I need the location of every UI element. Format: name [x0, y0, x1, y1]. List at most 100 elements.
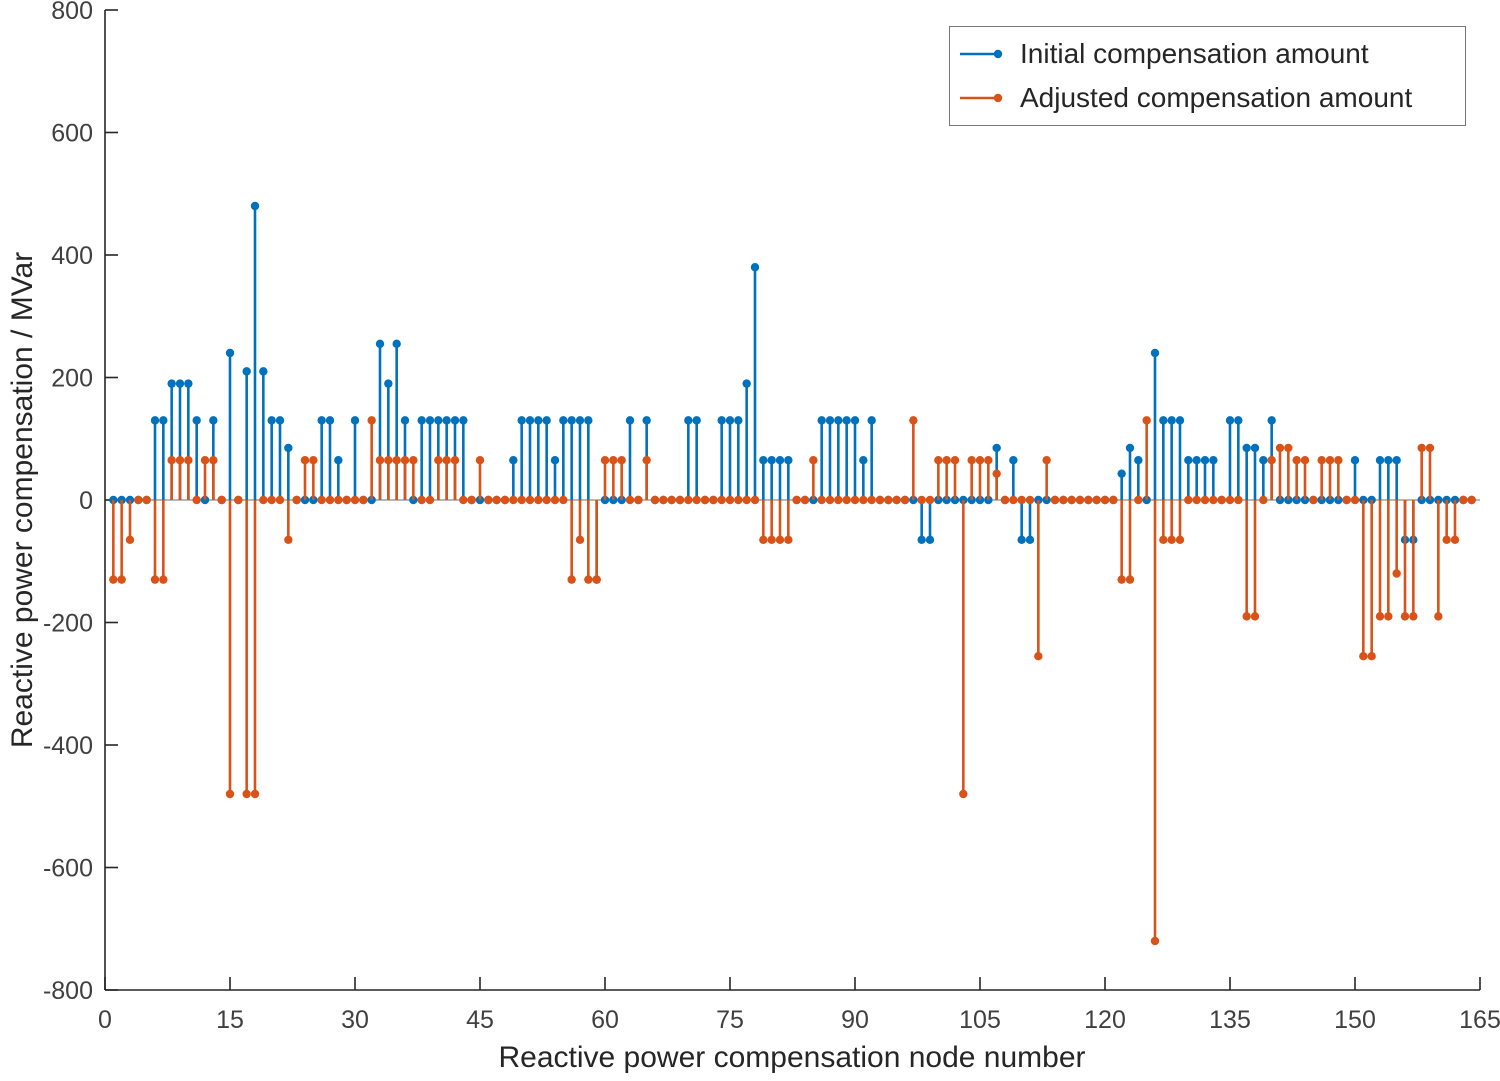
stem-marker — [309, 455, 318, 465]
stem-marker — [1175, 535, 1185, 545]
stem-marker — [742, 495, 751, 505]
stem-marker — [775, 535, 785, 545]
stem-marker — [192, 416, 201, 425]
stem-marker — [1442, 535, 1451, 545]
stem-marker — [267, 416, 276, 425]
stem-marker — [859, 455, 868, 465]
stem-marker — [1034, 651, 1043, 661]
x-tick-label: 105 — [959, 1006, 1001, 1034]
stem-marker — [1242, 443, 1251, 453]
stem-marker — [642, 416, 651, 425]
stem-marker — [867, 416, 876, 425]
stem-marker — [992, 443, 1001, 453]
stem-marker — [1184, 495, 1193, 505]
stem-marker — [759, 455, 768, 465]
stem-marker — [517, 416, 526, 425]
y-tick-label: -400 — [43, 732, 93, 760]
stem-marker — [1409, 612, 1418, 621]
y-tick-label: -800 — [43, 977, 93, 1005]
stem-marker — [909, 416, 918, 425]
x-tick-label: 30 — [341, 1006, 369, 1034]
stem-marker — [292, 495, 301, 505]
stem-marker — [434, 416, 443, 425]
stem-marker — [542, 416, 551, 425]
stem-marker — [1209, 495, 1218, 505]
stem-marker — [442, 416, 451, 425]
stem-marker — [1325, 455, 1335, 465]
stem-marker — [625, 416, 635, 425]
stem-marker — [1150, 348, 1160, 358]
stem-marker — [492, 495, 501, 505]
stem-marker — [1167, 416, 1176, 425]
stem-marker — [600, 455, 610, 465]
stem-marker — [450, 416, 460, 425]
stem-marker — [609, 455, 618, 465]
stem-marker — [1025, 535, 1035, 545]
stem-marker — [1192, 495, 1201, 505]
stem-marker — [267, 495, 276, 505]
stem-marker — [1234, 495, 1243, 505]
stem-marker — [625, 495, 635, 505]
stem-marker — [1392, 569, 1401, 578]
stem-marker — [1000, 495, 1010, 505]
legend-swatch-initial-icon — [960, 49, 1003, 59]
stem-marker — [1350, 455, 1360, 465]
stem-marker — [575, 416, 585, 425]
stem-marker — [1067, 495, 1076, 505]
stem-marker — [359, 495, 368, 505]
stem-marker — [525, 495, 535, 505]
stem-marker — [417, 495, 426, 505]
stem-marker — [584, 416, 593, 425]
stem-marker — [742, 379, 751, 388]
stem-marker — [184, 379, 193, 388]
y-tick-label: 0 — [79, 487, 93, 515]
stem-marker — [559, 495, 568, 505]
stem-marker — [1317, 455, 1326, 465]
y-tick-label: -200 — [43, 610, 93, 638]
stem-marker — [284, 535, 293, 545]
stem-marker — [1009, 495, 1018, 505]
stem-marker — [225, 789, 235, 799]
stem-marker — [134, 495, 143, 505]
stem-marker — [592, 575, 601, 584]
stem-marker — [717, 495, 726, 505]
stem-marker — [1384, 612, 1393, 621]
stem-marker — [550, 455, 560, 465]
stem-marker — [634, 495, 643, 505]
stem-marker — [959, 789, 968, 799]
stem-marker — [1250, 612, 1260, 621]
stem-marker — [967, 455, 976, 465]
stem-marker — [325, 416, 335, 425]
stem-marker — [509, 495, 518, 505]
stem-marker — [759, 535, 768, 545]
stem-marker — [575, 535, 585, 545]
stem-marker — [400, 455, 410, 465]
stem-marker — [1125, 575, 1135, 584]
stem-marker — [1200, 495, 1210, 505]
stem-marker — [667, 495, 676, 505]
stem-marker — [925, 535, 935, 545]
stem-marker — [1134, 495, 1143, 505]
stem-marker — [175, 379, 185, 388]
stem-marker — [1117, 575, 1126, 584]
stem-marker — [1450, 535, 1460, 545]
stem-marker — [1284, 443, 1293, 453]
stem-marker — [1250, 443, 1260, 453]
stem-marker — [392, 339, 401, 349]
x-tick-label: 120 — [1084, 1006, 1126, 1034]
stem-marker — [384, 379, 393, 388]
legend-label-adjusted: Adjusted compensation amount — [1020, 82, 1413, 113]
stem-marker — [900, 495, 910, 505]
stem-marker — [525, 416, 535, 425]
stem-marker — [859, 495, 868, 505]
stem-marker — [734, 416, 743, 425]
stem-marker — [675, 495, 685, 505]
x-tick-label: 15 — [216, 1006, 244, 1034]
stem-marker — [209, 416, 218, 425]
stem-marker — [850, 416, 860, 425]
stem-marker — [150, 575, 160, 584]
stem-marker — [1017, 535, 1026, 545]
stem-marker — [242, 367, 251, 376]
x-tick-label: 0 — [98, 1006, 112, 1034]
